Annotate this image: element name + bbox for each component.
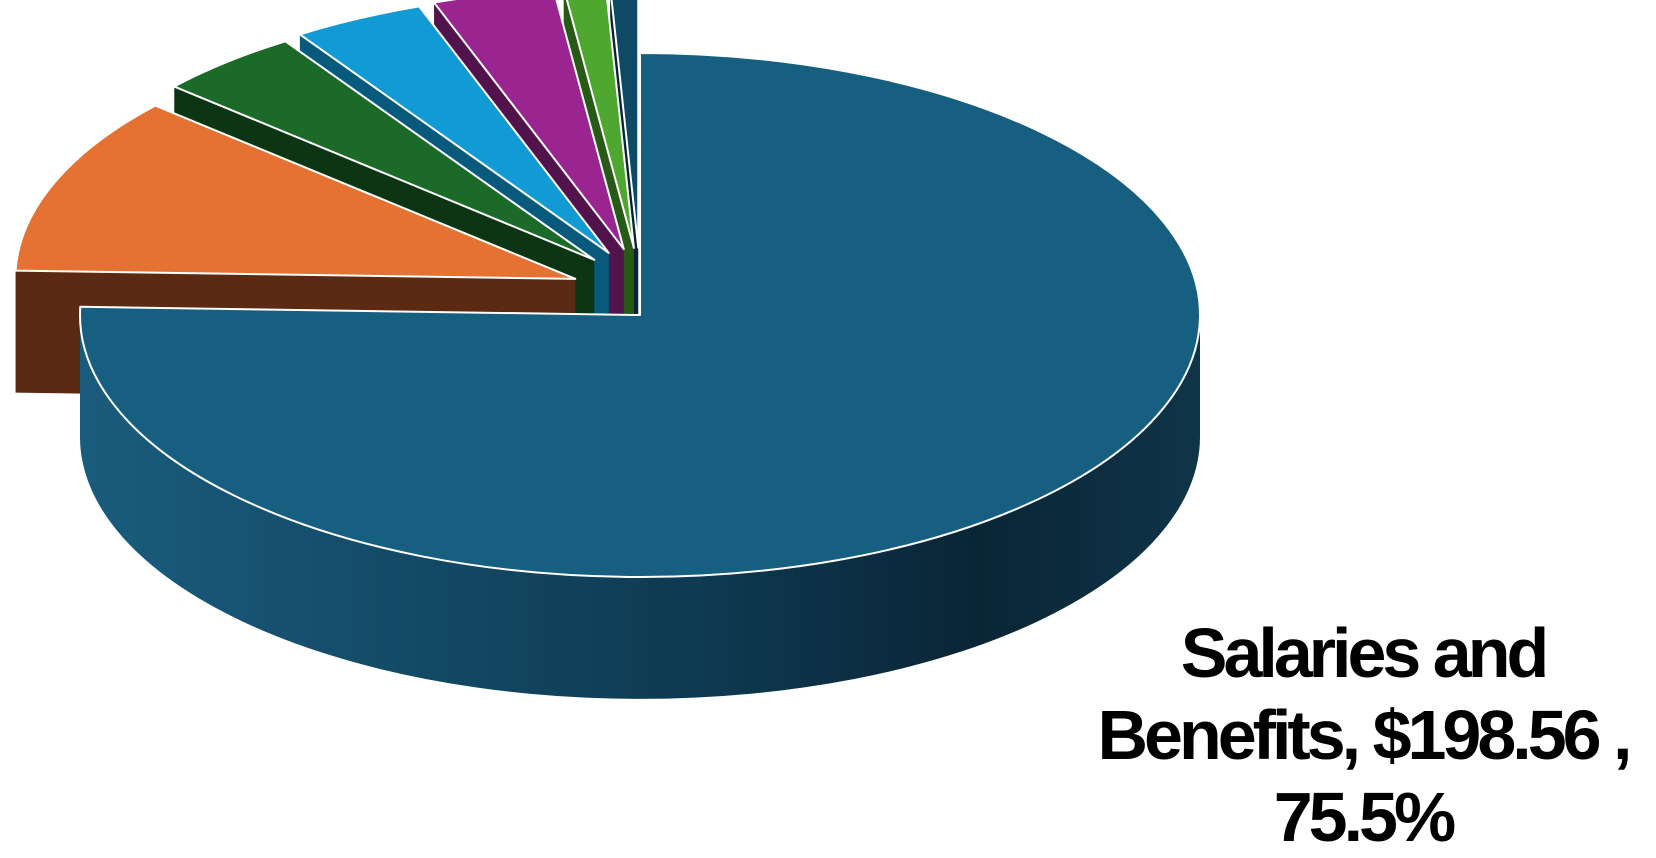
pie-slice-side-0 [80,315,1200,699]
slice-percent-text: 75.5% [1273,778,1456,856]
data-label-salaries-and-benefits: Salaries and Benefits, $198.56 , 75.5% [1070,612,1656,858]
pie-slice-top-3 [298,5,610,254]
slice-label-text: Salaries and [1180,614,1549,692]
pie-slices [14,0,1201,699]
data-label-line-1: Salaries and [1070,612,1656,694]
pie-slice-top-4 [433,0,625,251]
slice-value-text: Benefits, $198.56 , [1097,696,1633,774]
pie-slice-0 [79,52,1201,699]
data-label-line-3: 75.5% [1070,776,1656,858]
pie-slice-top-0 [79,52,1201,578]
pie-slice-top-1 [14,104,577,280]
pie-slice-top-2 [173,40,596,261]
pie-slice-top-6 [610,0,640,249]
data-label-line-2: Benefits, $198.56 , [1070,694,1656,776]
pie-slice-top-5 [565,0,635,249]
